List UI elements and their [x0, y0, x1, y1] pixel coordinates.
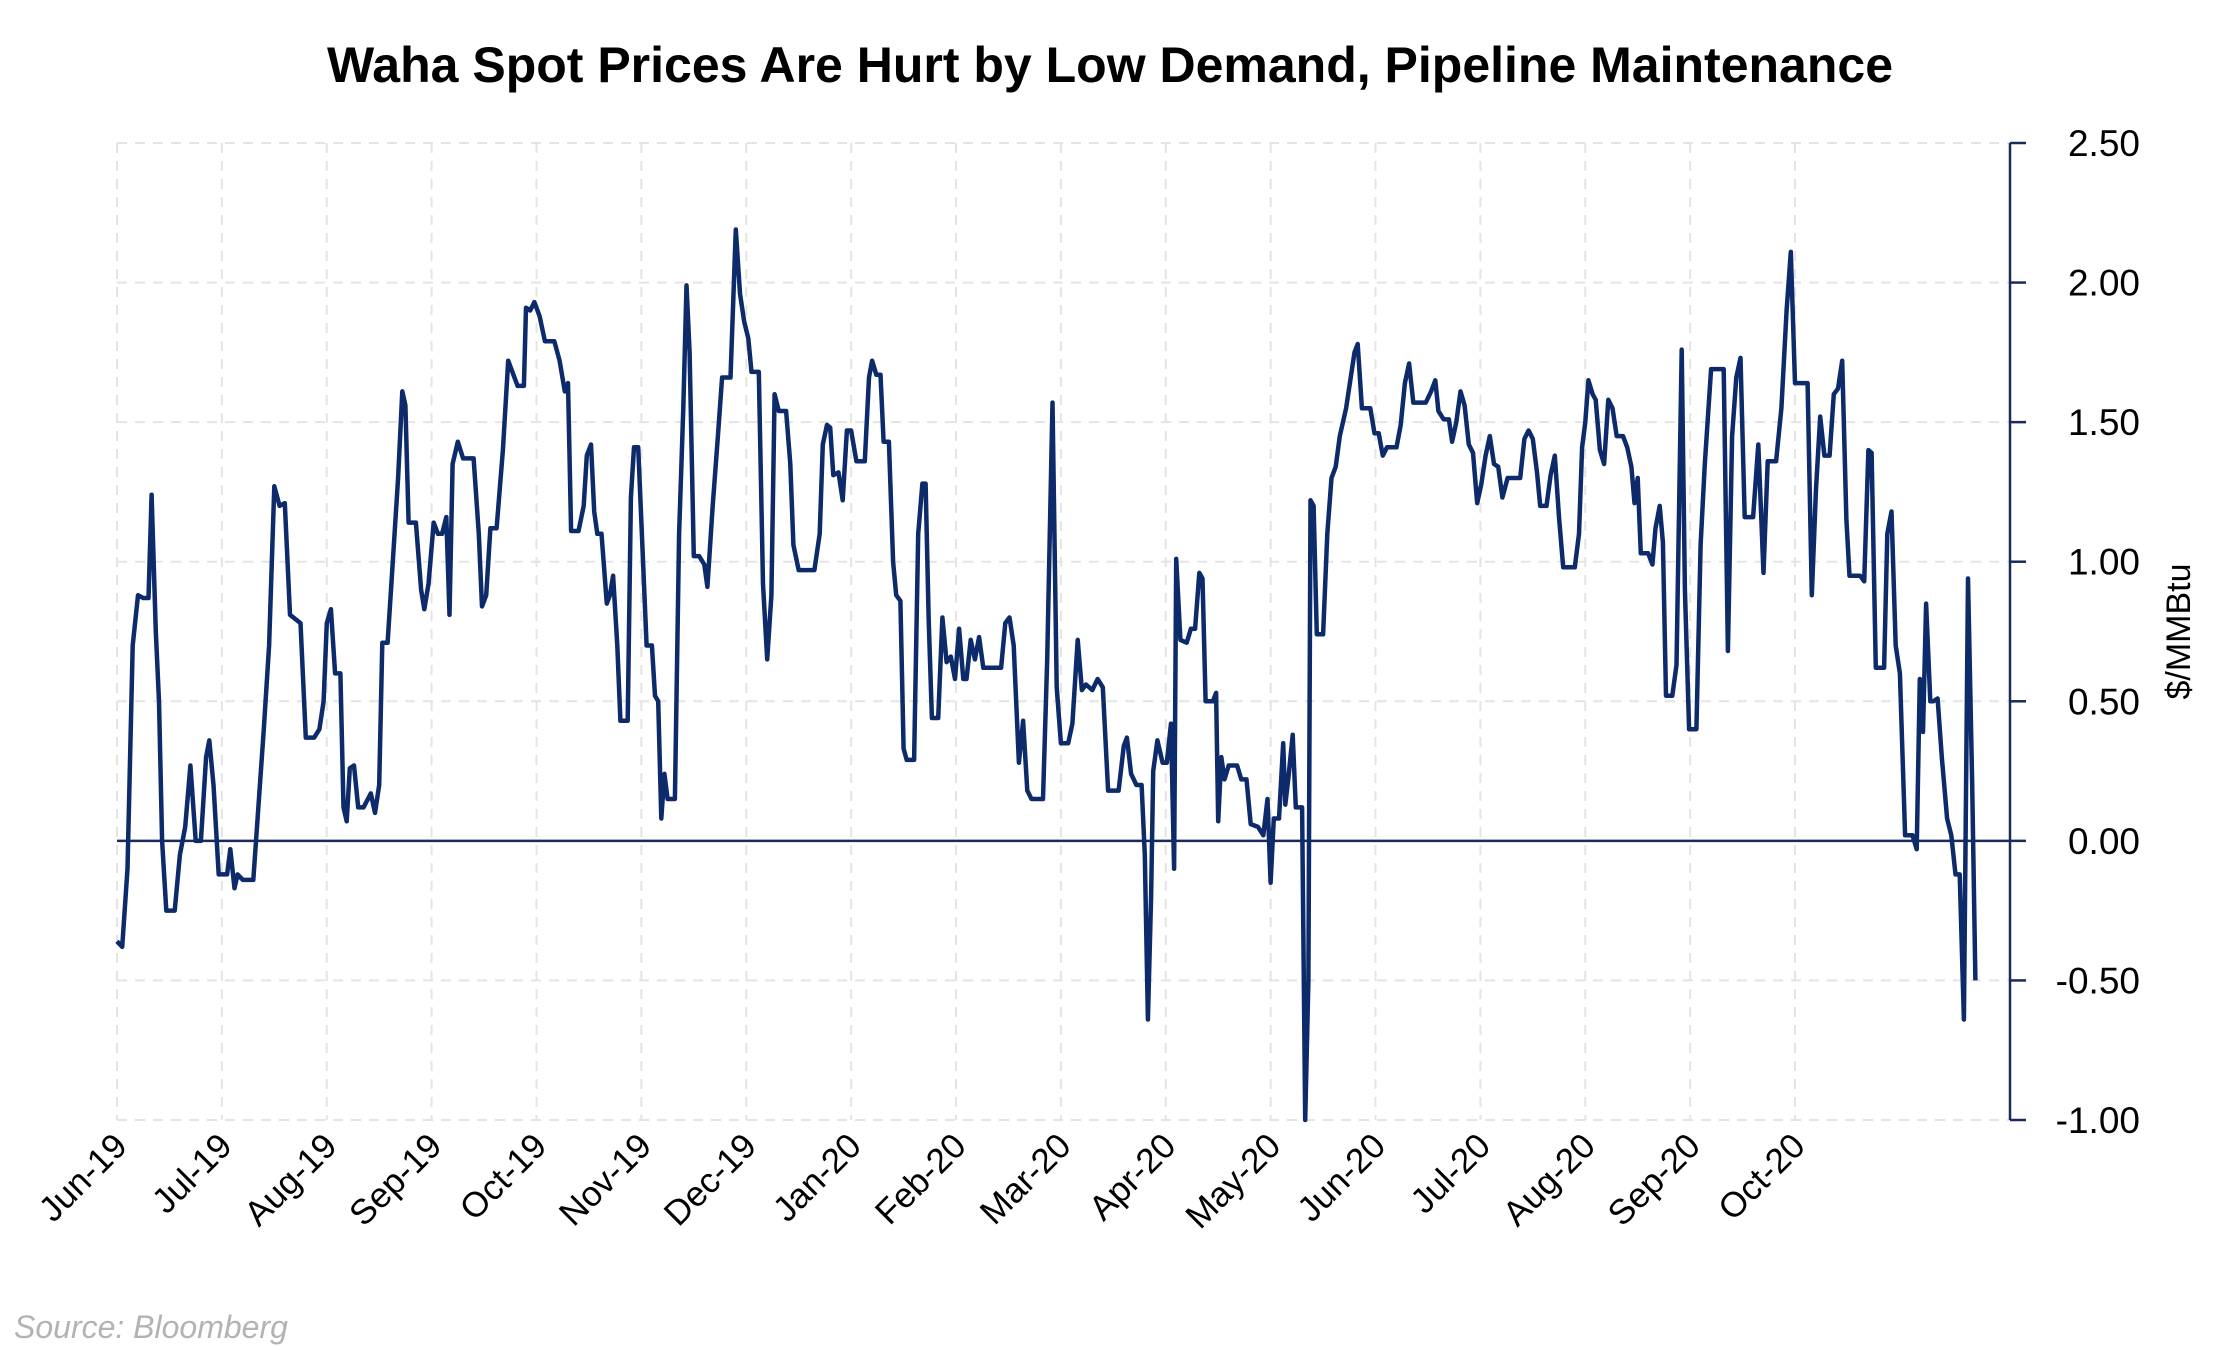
- x-tick-label: Sep-20: [1600, 1126, 1707, 1233]
- x-tick-label: Oct-20: [1711, 1126, 1813, 1228]
- x-tick-label: Sep-19: [342, 1126, 449, 1233]
- x-tick-label: Oct-19: [452, 1126, 554, 1228]
- x-tick-label: Jun-20: [1290, 1126, 1393, 1229]
- source-note: Source: Bloomberg: [14, 1309, 288, 1345]
- y-tick-label: 0.50: [2068, 681, 2140, 722]
- y-tick-label: 0.00: [2068, 821, 2140, 862]
- y-tick-label: -0.50: [2056, 960, 2140, 1001]
- x-tick-label: Feb-20: [868, 1126, 974, 1232]
- series-line: [115, 227, 1978, 1123]
- x-tick-label: Mar-20: [973, 1126, 1079, 1232]
- y-tick-label: 1.00: [2068, 542, 2140, 583]
- x-tick-label: Jan-20: [766, 1126, 869, 1229]
- x-tick-label: Jul-19: [145, 1126, 240, 1221]
- x-tick-label: Aug-20: [1496, 1126, 1603, 1233]
- x-tick-label: Aug-19: [237, 1126, 344, 1233]
- series-layer: [115, 227, 1978, 1123]
- chart-title: Waha Spot Prices Are Hurt by Low Demand,…: [327, 37, 1893, 93]
- y-axis: 2.50 2.00 1.50 1.00 0.50 0.00 -0.50 -1.00: [117, 123, 2140, 1141]
- x-tick-label: May-20: [1178, 1126, 1288, 1236]
- y-tick-label: 2.00: [2068, 263, 2140, 304]
- y-tick-label: -1.00: [2056, 1100, 2140, 1141]
- y-axis-label: $/MMBtu: [2160, 563, 2198, 699]
- x-tick-label: Jul-20: [1403, 1126, 1498, 1221]
- x-tick-label: Jun-19: [31, 1126, 134, 1229]
- x-tick-label: Dec-19: [657, 1126, 764, 1233]
- x-tick-label: Apr-20: [1082, 1126, 1184, 1228]
- x-tick-label: Nov-19: [552, 1126, 659, 1233]
- y-tick-label: 2.50: [2068, 123, 2140, 164]
- y-tick-label: 1.50: [2068, 402, 2140, 443]
